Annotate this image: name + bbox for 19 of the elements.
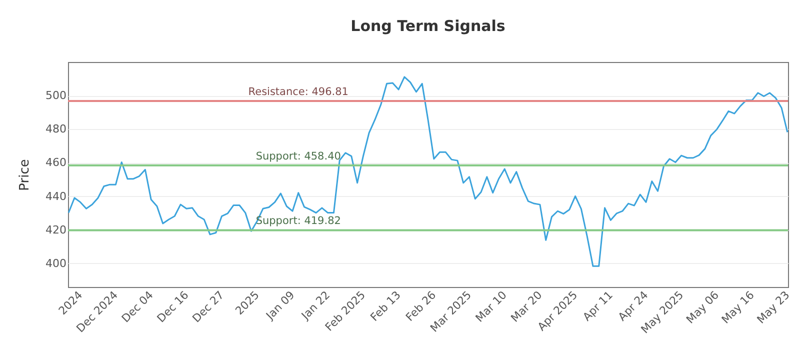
x-tick-label: Dec 04 [119, 288, 156, 326]
y-tick-label: 440 [46, 190, 66, 203]
y-tick-label: 500 [46, 89, 66, 102]
y-tick-label: 400 [46, 256, 66, 270]
chart-title: Long Term Signals [350, 17, 506, 35]
x-tick-label: Jan 09 [262, 288, 298, 323]
line-series [68, 76, 788, 267]
y-tick-label: 480 [46, 122, 66, 136]
x-tick-label: Mar 10 [473, 288, 510, 325]
x-tick-label: Dec 16 [154, 288, 192, 326]
x-tick-label: Apr 11 [580, 288, 616, 324]
x-tick-label: Dec 27 [190, 288, 227, 326]
y-tick-label: 460 [46, 156, 66, 170]
ref-line-label: Support: 419.82 [256, 215, 341, 228]
ref-line-label: Resistance: 496.81 [248, 86, 348, 98]
x-tick-label: Feb 13 [368, 288, 404, 324]
ref-line-label: Support: 458.40 [256, 150, 341, 162]
y-axis-title: Price [18, 159, 33, 191]
y-tick-label: 420 [46, 223, 66, 236]
